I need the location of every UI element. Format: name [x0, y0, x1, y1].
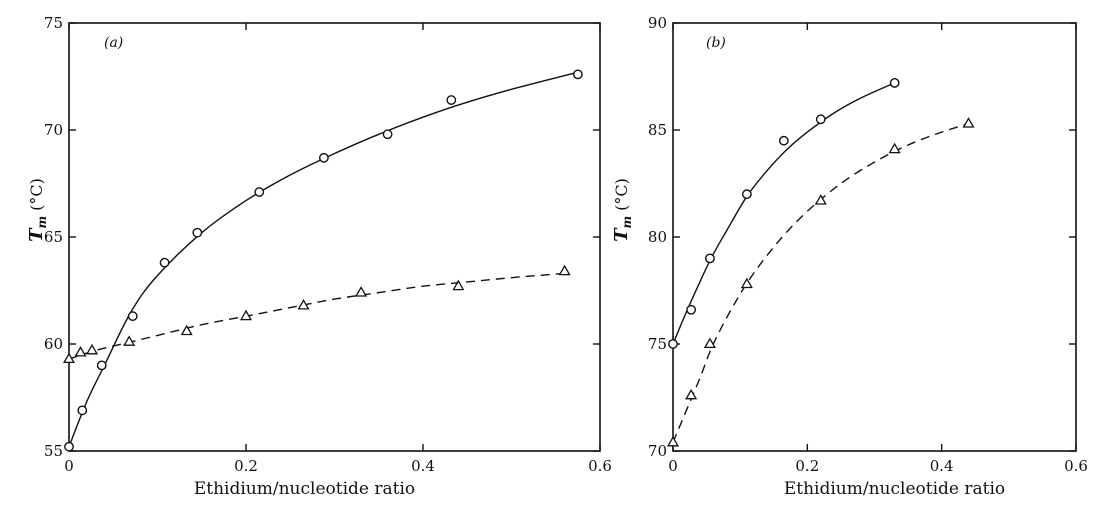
circle-data-point: [159, 257, 170, 268]
panel-label: (b): [706, 35, 726, 51]
y-tick-label: 60: [44, 335, 63, 353]
circle-data-point: [96, 360, 107, 371]
triangle-data-point: [85, 343, 99, 355]
y-axis-subscript: m: [35, 216, 49, 229]
circle-data-point: [64, 441, 74, 452]
y-tick-label: 70: [648, 442, 667, 460]
y-axis-subscript: m: [620, 216, 634, 229]
triangle-data-point: [685, 388, 698, 400]
triangle-data-point: [666, 435, 680, 447]
circle-data-point: [686, 304, 697, 315]
circle-data-point: [446, 95, 457, 105]
triangle-data-point: [62, 352, 76, 364]
x-tick-label: 0: [668, 457, 678, 475]
circle-data-point: [741, 189, 752, 200]
circle-data-point: [572, 69, 583, 80]
y-axis-title: Tm (°C): [611, 178, 634, 242]
x-tick-label: 0.4: [930, 457, 954, 475]
x-tick-label: 0.4: [411, 457, 435, 475]
y-axis-unit: (°C): [612, 178, 631, 211]
panel-b: 0 0.2 0.4 0.6 70 75 80 85 90 Ethidium/nucleotide …: [611, 14, 1088, 499]
triangle-data-point: [962, 117, 975, 128]
circle-data-point: [705, 253, 715, 264]
y-axis-symbol: T: [26, 227, 47, 242]
y-tick-label: 55: [44, 442, 63, 460]
circle-data-point: [254, 187, 265, 197]
y-tick-label: 90: [648, 14, 667, 32]
dashed-fit-curve: [68, 272, 565, 360]
solid-fit-curve: [672, 82, 895, 345]
plot-frame: [672, 22, 1077, 452]
x-tick-label: 0.2: [234, 457, 258, 475]
circle-data-point: [778, 135, 789, 146]
triangle-data-point: [703, 337, 717, 349]
triangle-data-point: [180, 324, 193, 336]
triangle-data-point: [239, 309, 253, 321]
x-tick-label: 0.6: [1064, 457, 1088, 475]
x-axis-title: Ethidium/nucleotide ratio: [784, 479, 1005, 499]
triangle-data-point: [558, 264, 571, 276]
circle-data-point: [318, 152, 329, 163]
x-axis-title: Ethidium/nucleotide ratio: [194, 479, 415, 499]
circle-data-point: [889, 78, 900, 88]
triangle-data-point: [814, 194, 827, 205]
triangle-data-point: [740, 277, 753, 289]
triangle-data-point: [297, 298, 310, 310]
x-tick-label: 0: [64, 457, 74, 475]
panel-a: 0 0.2 0.4 0.6 55 60 65 70 75 Ethidium/nucleotide …: [26, 14, 612, 499]
y-tick-label: 80: [648, 228, 667, 246]
circle-data-point: [815, 114, 826, 125]
panel-label: (a): [104, 35, 123, 51]
triangle-data-point: [74, 346, 87, 357]
triangle-data-point: [452, 279, 465, 291]
y-axis-symbol: T: [611, 227, 632, 242]
solid-fit-curve: [68, 71, 579, 447]
y-tick-label: 70: [44, 121, 63, 139]
circle-data-point: [127, 311, 138, 322]
dashed-fit-curve: [672, 122, 969, 443]
circle-data-point: [668, 339, 678, 349]
circle-data-point: [77, 405, 88, 416]
y-tick-label: 75: [648, 335, 667, 353]
y-axis-title: Tm (°C): [26, 178, 49, 242]
y-tick-label: 65: [44, 228, 63, 246]
triangle-data-point: [354, 286, 368, 297]
triangle-data-point: [123, 335, 136, 346]
y-tick-label: 75: [44, 14, 63, 32]
x-tick-label: 0.6: [588, 457, 612, 475]
y-axis-unit: (°C): [27, 178, 46, 211]
circle-data-point: [382, 129, 393, 140]
triangle-data-point: [888, 142, 901, 154]
x-tick-label: 0.2: [795, 457, 819, 475]
y-tick-label: 85: [648, 121, 667, 139]
circle-data-point: [192, 227, 203, 238]
